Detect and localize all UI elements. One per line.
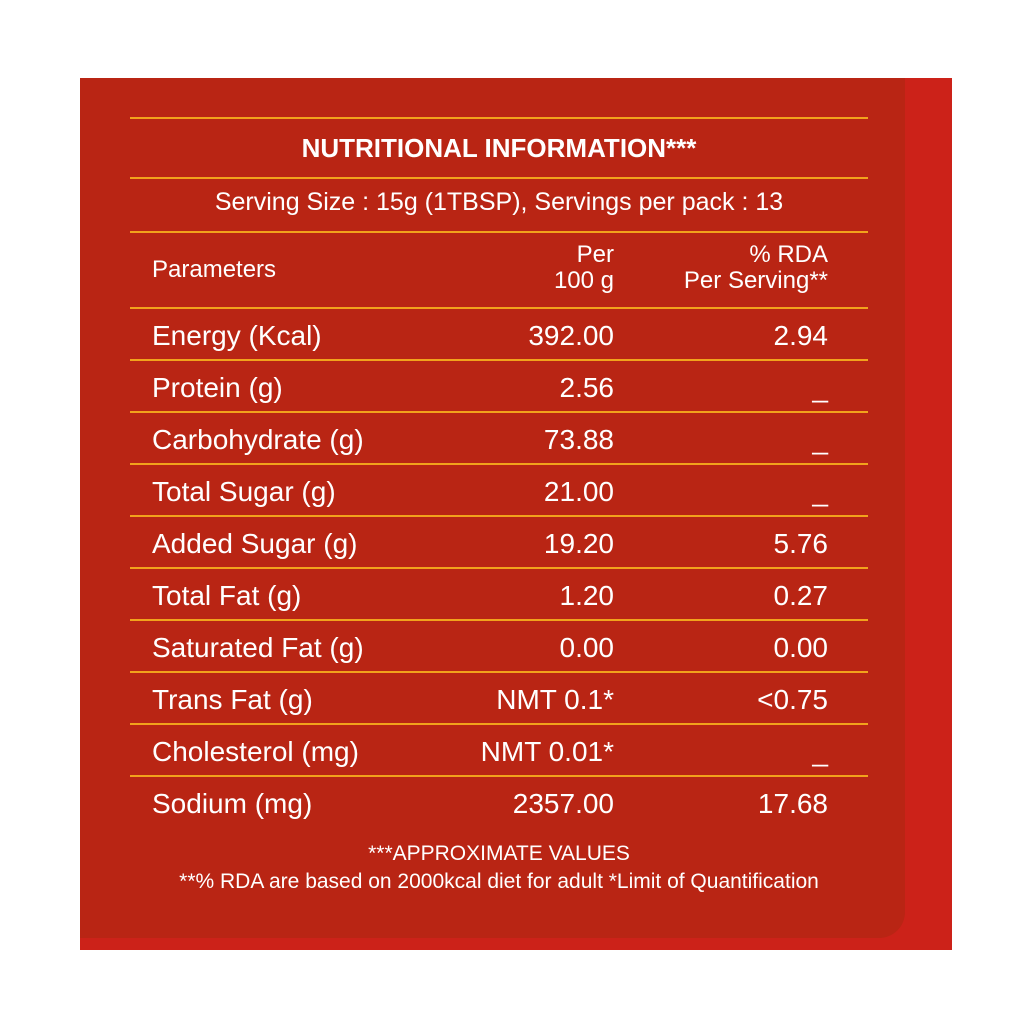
rda-per-serving: 2.94 <box>773 320 829 351</box>
rda-per-serving: _ <box>812 372 828 403</box>
row-name: Total Fat (g) <box>152 580 302 611</box>
rule <box>130 567 868 569</box>
row-name: Cholesterol (mg) <box>152 736 359 767</box>
row-name: Protein (g) <box>152 372 283 403</box>
rule <box>130 359 868 361</box>
title: NUTRITIONAL INFORMATION*** <box>301 133 697 163</box>
per-100g: NMT 0.01* <box>480 736 614 767</box>
rule <box>130 231 868 233</box>
rda-per-serving: _ <box>812 424 828 455</box>
rda-per-serving: 0.27 <box>773 580 829 611</box>
rule <box>130 619 868 621</box>
per-100g: 73.88 <box>543 424 614 455</box>
header-cell: % RDA Per Serving** <box>683 241 828 295</box>
per-100g: 392.00 <box>528 320 614 351</box>
rda-per-serving: 5.76 <box>773 528 829 559</box>
rda-per-serving: 0.00 <box>773 632 829 663</box>
per-100g: 2.56 <box>559 372 615 403</box>
row-name: Trans Fat (g) <box>152 684 313 715</box>
label-inner <box>80 78 905 938</box>
per-100g: 2357.00 <box>512 788 614 819</box>
rule <box>130 671 868 673</box>
footnote: **% RDA are based on 2000kcal diet for a… <box>179 870 819 893</box>
rda-per-serving: _ <box>812 736 828 767</box>
row-name: Added Sugar (g) <box>152 528 358 559</box>
per-100g: 21.00 <box>543 476 614 507</box>
per-100g: 1.20 <box>559 580 615 611</box>
rule <box>130 177 868 179</box>
rule <box>130 307 868 309</box>
header-cell: Per 100 g <box>553 241 614 295</box>
per-100g: 0.00 <box>559 632 615 663</box>
row-name: Total Sugar (g) <box>152 476 336 507</box>
row-name: Energy (Kcal) <box>152 320 322 351</box>
serving-info: Serving Size : 15g (1TBSP), Servings per… <box>214 188 784 216</box>
rda-per-serving: 17.68 <box>757 788 828 819</box>
rule <box>130 463 868 465</box>
rda-per-serving: <0.75 <box>757 684 828 715</box>
footnote: ***APPROXIMATE VALUES <box>368 842 630 865</box>
rule <box>130 515 868 517</box>
per-100g: 19.20 <box>543 528 614 559</box>
per-100g: NMT 0.1* <box>496 684 614 715</box>
rule <box>130 117 868 119</box>
row-name: Sodium (mg) <box>152 788 313 819</box>
rule <box>130 411 868 413</box>
header-cell: Parameters <box>152 256 277 283</box>
rule <box>130 775 868 777</box>
row-name: Carbohydrate (g) <box>152 424 364 455</box>
rda-per-serving: _ <box>812 476 828 507</box>
row-name: Saturated Fat (g) <box>152 632 364 663</box>
rule <box>130 723 868 725</box>
